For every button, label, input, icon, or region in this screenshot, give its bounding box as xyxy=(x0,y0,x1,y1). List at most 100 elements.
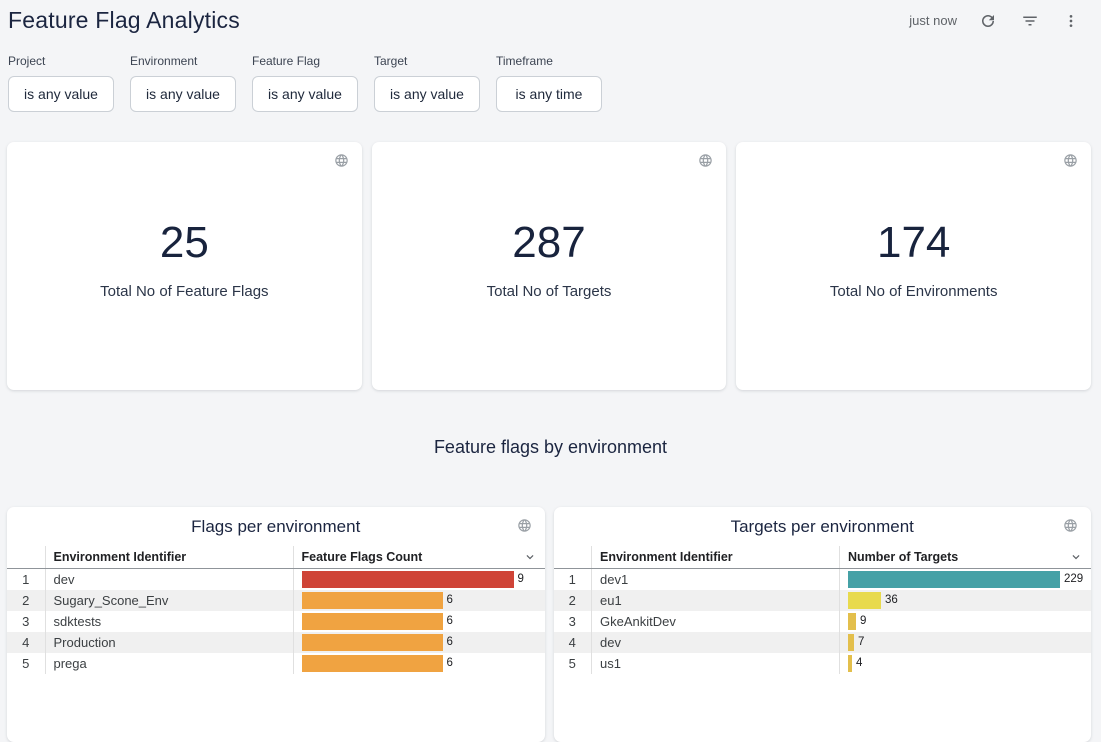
value-label: 7 xyxy=(858,636,865,648)
flags-per-environment-table: Environment Identifier Feature Flags Cou… xyxy=(7,546,545,674)
row-environment-identifier[interactable]: Production xyxy=(45,631,294,653)
row-measure-cell: 6 xyxy=(293,631,545,653)
tile-actions-button[interactable] xyxy=(1063,518,1078,536)
measure-column-label: Number of Targets xyxy=(848,549,959,564)
filter-label: Timeframe xyxy=(496,54,553,68)
globe-icon xyxy=(699,154,713,167)
page-title: Feature Flag Analytics xyxy=(8,7,240,33)
value-bar[interactable] xyxy=(301,612,443,630)
chevron-down-icon[interactable] xyxy=(1069,550,1083,564)
filter-project: Project is any value xyxy=(8,54,114,112)
refresh-icon xyxy=(982,14,994,27)
table-row: 1 dev 9 xyxy=(7,568,545,590)
row-environment-identifier[interactable]: eu1 xyxy=(591,589,840,611)
value-bar[interactable] xyxy=(301,570,514,588)
row-index: 1 xyxy=(553,568,592,590)
row-environment-identifier[interactable]: us1 xyxy=(591,652,840,674)
row-index: 2 xyxy=(553,589,592,611)
table-row: 5 prega 6 xyxy=(7,652,545,674)
value-label: 6 xyxy=(446,594,453,606)
kpi-label: Total No of Environments xyxy=(829,283,998,300)
tile-actions-button[interactable] xyxy=(1063,153,1078,171)
row-index: 5 xyxy=(7,652,46,674)
kpi-row: 25 Total No of Feature Flags 287 Total N… xyxy=(0,112,1101,390)
last-refresh-timestamp: just now xyxy=(909,13,957,28)
tile-actions-button[interactable] xyxy=(517,518,532,536)
row-measure-cell: 229 xyxy=(840,568,1092,590)
filter-bar: Project is any value Environment is any … xyxy=(0,36,1101,112)
card-title: Flags per environment xyxy=(191,517,361,536)
kebab-menu-icon xyxy=(1069,14,1073,27)
value-bar[interactable] xyxy=(848,591,881,609)
section-title: Feature flags by environment xyxy=(433,437,668,457)
index-column-header xyxy=(7,546,46,569)
measure-column-header[interactable]: Number of Targets xyxy=(839,546,1091,569)
kpi-label: Total No of Targets xyxy=(486,283,612,300)
row-environment-identifier[interactable]: dev1 xyxy=(591,568,840,590)
value-bar[interactable] xyxy=(848,570,1060,588)
filter-label: Target xyxy=(374,54,408,68)
table-row: 1 dev1 229 xyxy=(553,568,1092,590)
filter-value-button[interactable]: is any value xyxy=(130,76,236,112)
globe-icon xyxy=(517,519,531,532)
row-index: 3 xyxy=(553,610,592,632)
value-label: 4 xyxy=(856,657,863,669)
filter-label: Project xyxy=(8,54,46,68)
filter-value-button[interactable]: is any value xyxy=(8,76,114,112)
row-environment-identifier[interactable]: prega xyxy=(45,652,294,674)
kpi-card-total-feature-flags: 25 Total No of Feature Flags xyxy=(7,142,362,390)
targets-per-environment-table: Environment Identifier Number of Targets… xyxy=(553,546,1092,674)
chevron-down-icon[interactable] xyxy=(523,550,537,564)
environment-column-header[interactable]: Environment Identifier xyxy=(45,546,294,569)
tile-actions-button[interactable] xyxy=(698,153,713,171)
filter-list-icon xyxy=(1023,16,1037,25)
value-label: 6 xyxy=(446,615,453,627)
kpi-value: 25 xyxy=(159,218,209,267)
value-bar[interactable] xyxy=(848,633,854,651)
kpi-value: 174 xyxy=(876,218,951,267)
row-measure-cell: 6 xyxy=(293,611,545,632)
table-card-targets-per-environment: Targets per environment Environment Iden… xyxy=(553,507,1092,742)
kpi-card-total-environments: 174 Total No of Environments xyxy=(736,142,1092,390)
value-bar[interactable] xyxy=(301,591,443,609)
row-environment-identifier[interactable]: dev xyxy=(591,631,840,653)
value-bar[interactable] xyxy=(301,654,443,672)
filter-value-button[interactable]: is any time xyxy=(496,76,602,112)
row-measure-cell: 6 xyxy=(293,589,545,611)
filter-target: Target is any value xyxy=(374,54,480,112)
dashboard-filters-button[interactable] xyxy=(1019,10,1041,32)
environment-column-header[interactable]: Environment Identifier xyxy=(591,546,840,569)
kpi-value: 287 xyxy=(512,218,586,267)
kpi-card-total-targets: 287 Total No of Targets xyxy=(371,142,727,390)
header-actions: just now xyxy=(909,10,1081,32)
value-label: 9 xyxy=(860,615,867,627)
row-index: 4 xyxy=(7,631,46,653)
row-index: 1 xyxy=(7,568,46,590)
filter-environment: Environment is any value xyxy=(130,54,236,112)
value-bar[interactable] xyxy=(848,654,852,672)
filter-value-button[interactable]: is any value xyxy=(252,76,358,112)
value-bar[interactable] xyxy=(848,612,856,630)
refresh-button[interactable] xyxy=(977,10,999,32)
row-measure-cell: 7 xyxy=(839,631,1091,653)
card-title: Targets per environment xyxy=(730,517,914,536)
row-environment-identifier[interactable]: dev xyxy=(45,568,294,590)
row-environment-identifier[interactable]: GkeAnkitDev xyxy=(591,610,840,632)
value-bar[interactable] xyxy=(301,633,443,651)
value-label: 6 xyxy=(446,636,453,648)
row-environment-identifier[interactable]: Sugary_Scone_Env xyxy=(45,589,294,611)
filter-value-button[interactable]: is any value xyxy=(374,76,480,112)
more-actions-button[interactable] xyxy=(1061,11,1081,31)
filter-label: Feature Flag xyxy=(252,54,321,68)
row-measure-cell: 4 xyxy=(840,653,1092,674)
row-index: 3 xyxy=(7,610,46,632)
dashboard-header: Feature Flag Analytics just now xyxy=(0,0,1101,36)
table-row: 3 sdktests 6 xyxy=(7,610,545,632)
measure-column-header[interactable]: Feature Flags Count xyxy=(293,546,545,569)
value-label: 36 xyxy=(885,594,898,606)
row-environment-identifier[interactable]: sdktests xyxy=(45,610,294,632)
table-row: 2 eu1 36 xyxy=(553,589,1091,611)
table-row: 2 Sugary_Scone_Env 6 xyxy=(7,589,545,611)
tile-actions-button[interactable] xyxy=(334,153,349,171)
table-header-row: Environment Identifier Feature Flags Cou… xyxy=(7,546,545,569)
